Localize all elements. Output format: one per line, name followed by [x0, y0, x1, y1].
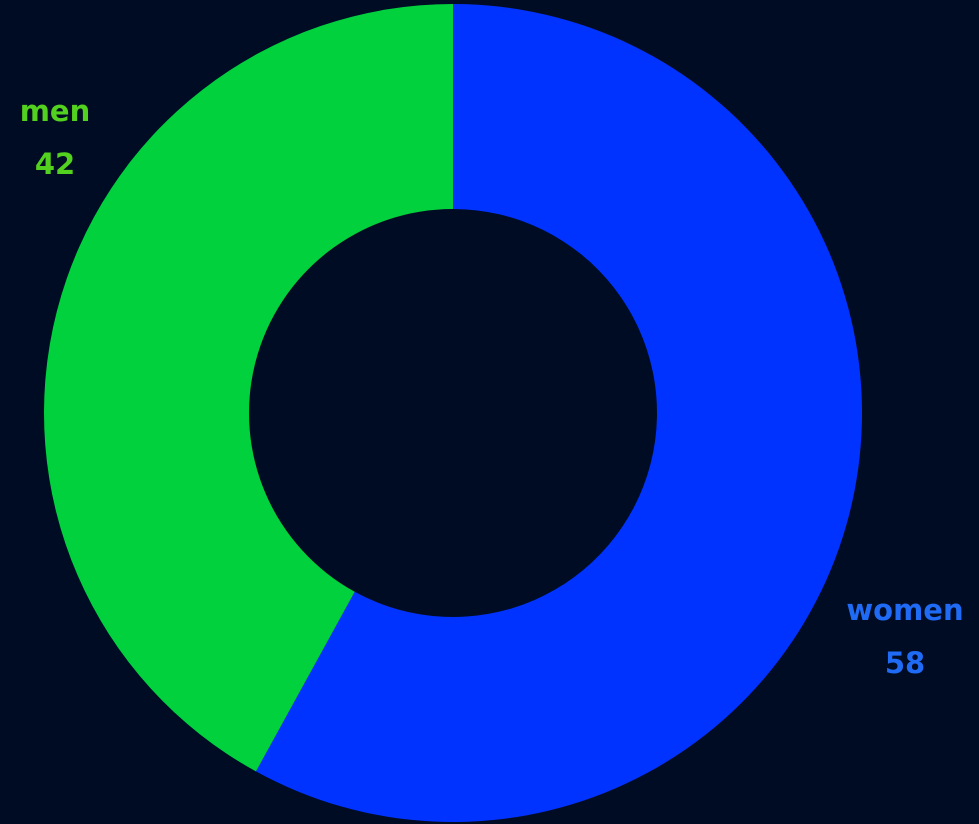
- slice-men: [43, 4, 454, 772]
- slice-women: [255, 4, 862, 822]
- slice-label-women-value: 58: [885, 646, 925, 680]
- slice-label-women-name: women: [846, 593, 963, 627]
- slice-label-men-value: 42: [35, 147, 75, 181]
- slice-label-women: women 58: [846, 593, 963, 680]
- slice-label-men: men 42: [20, 94, 91, 181]
- slice-label-men-name: men: [20, 94, 91, 128]
- slices-group: [43, 4, 862, 822]
